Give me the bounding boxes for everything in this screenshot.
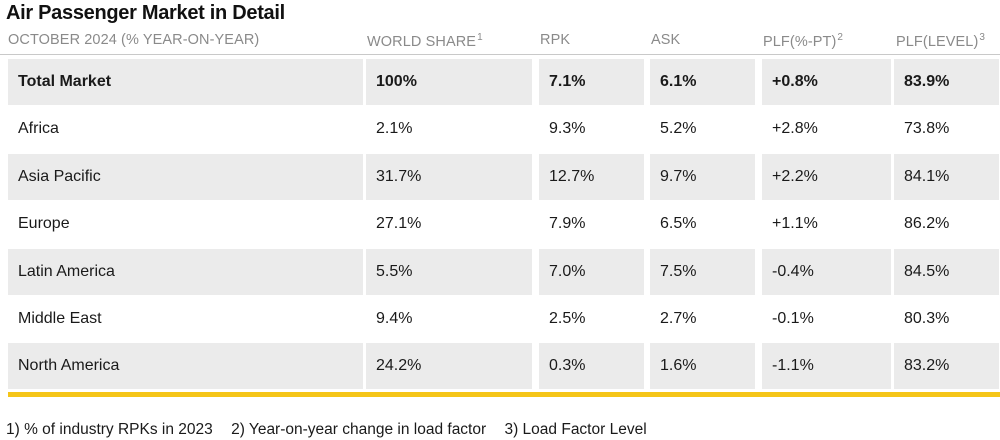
cell-rpk: 9.3%: [549, 120, 586, 138]
cell-plf-level: 86.2%: [904, 215, 950, 233]
cell-world-share: 9.4%: [376, 310, 413, 327]
cell-world-share: 24.2%: [366, 343, 532, 390]
cell-region: Asia Pacific: [8, 153, 363, 200]
page-title: Air Passenger Market in Detail: [6, 2, 285, 24]
cell-rpk: 7.1%: [539, 59, 644, 105]
cell-plf-pt: +0.8%: [762, 59, 891, 105]
cell-plf-pt: -1.1%: [762, 343, 891, 390]
cell-plf-level: 83.2%: [894, 343, 999, 390]
cell-rpk: 12.7%: [539, 153, 644, 200]
header-region: OCTOBER 2024 (% YEAR-ON-YEAR): [8, 32, 260, 48]
footnote-2: 2) Year-on-year change in load factor: [231, 421, 487, 438]
cell-region: Latin America: [8, 248, 363, 295]
cell-ask: 9.7%: [650, 153, 755, 200]
table-row: Middle East 9.4% 2.5% 2.7% -0.1% 80.3%: [0, 296, 1000, 342]
cell-plf-level: 80.3%: [904, 310, 950, 327]
cell-plf-level: 83.9%: [894, 59, 999, 105]
cell-plf-level: 73.8%: [904, 120, 950, 138]
cell-world-share: 5.5%: [366, 248, 532, 295]
footnote-marker: 2: [837, 32, 844, 43]
header-plf-pt: PLF(%-PT)2: [763, 32, 844, 50]
footnote-1: 1) % of industry RPKs in 2023: [6, 421, 213, 438]
cell-rpk: 7.9%: [549, 215, 586, 233]
cell-world-share: 100%: [366, 59, 532, 105]
cell-region: Africa: [18, 120, 59, 138]
header-plf-level: PLF(LEVEL)3: [896, 32, 986, 50]
cell-world-share: 27.1%: [376, 215, 422, 233]
footnote-3: 3) Load Factor Level: [504, 421, 647, 438]
table-row: Latin America 5.5% 7.0% 7.5% -0.4% 84.5%: [0, 248, 1000, 295]
cell-ask: 6.1%: [650, 59, 755, 105]
cell-ask: 5.2%: [660, 120, 697, 138]
cell-rpk: 0.3%: [539, 343, 644, 390]
cell-ask: 6.5%: [660, 215, 697, 233]
header-ask: ASK: [651, 32, 681, 48]
cell-ask: 1.6%: [650, 343, 755, 390]
header-world-share: WORLD SHARE1: [367, 32, 483, 50]
table-row: Africa 2.1% 9.3% 5.2% +2.8% 73.8%: [0, 106, 1000, 152]
cell-rpk: 7.0%: [539, 248, 644, 295]
cell-region: Total Market: [8, 59, 363, 105]
cell-ask: 7.5%: [650, 248, 755, 295]
cell-world-share: 2.1%: [376, 120, 413, 138]
cell-region: Europe: [18, 215, 70, 233]
table-row: North America 24.2% 0.3% 1.6% -1.1% 83.2%: [0, 343, 1000, 390]
cell-plf-level: 84.1%: [894, 153, 999, 200]
footnotes: 1) % of industry RPKs in 2023 2) Year-on…: [6, 421, 661, 439]
table-row: Europe 27.1% 7.9% 6.5% +1.1% 86.2%: [0, 201, 1000, 247]
cell-plf-level: 84.5%: [894, 248, 999, 295]
cell-plf-pt: -0.1%: [772, 310, 814, 327]
table-row: Asia Pacific 31.7% 12.7% 9.7% +2.2% 84.1%: [0, 153, 1000, 200]
cell-rpk: 2.5%: [549, 310, 586, 327]
header-rpk: RPK: [540, 32, 571, 48]
cell-world-share: 31.7%: [366, 153, 532, 200]
table-row: Total Market 100% 7.1% 6.1% +0.8% 83.9%: [0, 59, 1000, 105]
cell-region: North America: [8, 343, 363, 390]
cell-ask: 2.7%: [660, 310, 697, 327]
cell-plf-pt: +2.8%: [772, 120, 818, 138]
footnote-marker: 1: [477, 32, 483, 43]
footnote-marker: 3: [979, 32, 986, 43]
table-bottom-rule: [8, 392, 1000, 397]
cell-plf-pt: -0.4%: [762, 248, 891, 295]
cell-plf-pt: +1.1%: [772, 215, 818, 233]
cell-plf-pt: +2.2%: [762, 153, 891, 200]
cell-region: Middle East: [18, 310, 102, 327]
table-header: OCTOBER 2024 (% YEAR-ON-YEAR) WORLD SHAR…: [0, 28, 1000, 55]
